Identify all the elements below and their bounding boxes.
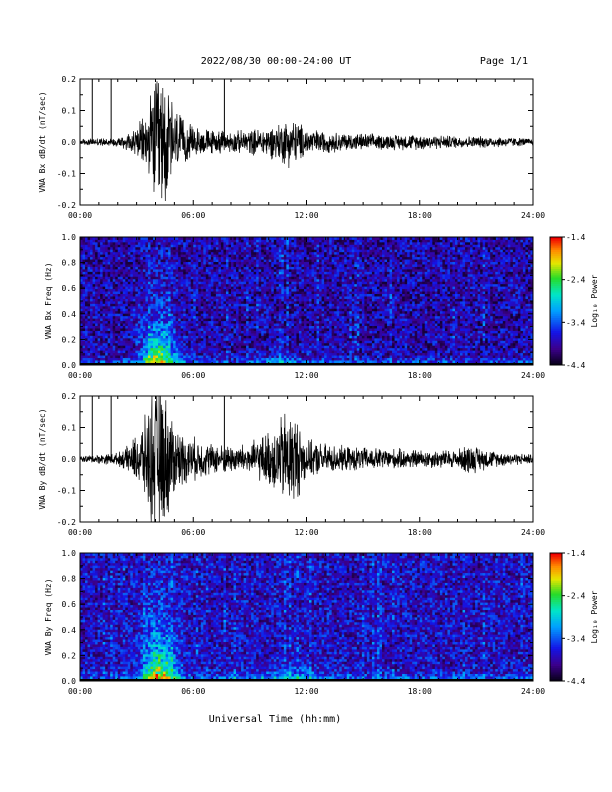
x-tick-label: 00:00 — [68, 528, 92, 537]
by-freq-y-axis-label: VNA By Freq (Hz) — [44, 578, 53, 655]
y-tick-label: 0.2 — [62, 392, 77, 401]
x-tick-label: 24:00 — [521, 211, 545, 220]
colorbar-tick-label: -3.4 — [566, 318, 585, 327]
x-tick-label: 24:00 — [521, 687, 545, 696]
y-tick-label: 0.0 — [62, 455, 77, 464]
by-colorbar-label: Log₁₀ Power — [590, 590, 599, 643]
y-tick-label: -0.2 — [57, 201, 76, 210]
colorbar-tick-label: -2.4 — [566, 276, 585, 285]
y-tick-label: -0.1 — [57, 170, 76, 179]
panel-bx-timeseries: -0.2 -0.1 0.0 0.1 0.2 00:00 06:00 12:00 18:00 24… — [38, 75, 545, 220]
by-y-ticks: -0.2 -0.1 0.0 0.1 0.2 — [57, 392, 533, 527]
panel-by-timeseries: -0.2 -0.1 0.0 0.1 0.2 00:00 06:00 12:00 18:00 24… — [38, 392, 545, 537]
y-tick-label: 0.8 — [62, 575, 77, 584]
y-tick-label: 0.8 — [62, 259, 77, 268]
x-tick-label: 12:00 — [294, 211, 318, 220]
colorbar-tick-label: -4.4 — [566, 361, 585, 370]
y-tick-label: 0.1 — [62, 107, 77, 116]
by-spectrogram-cells — [80, 553, 534, 682]
x-tick-label: 12:00 — [294, 687, 318, 696]
bx-colorbar: -1.4 -2.4 -3.4 -4.4 — [549, 233, 585, 370]
y-tick-label: 0.0 — [62, 138, 77, 147]
y-tick-label: 0.2 — [62, 651, 77, 660]
x-tick-label: 18:00 — [408, 687, 432, 696]
x-tick-label: 06:00 — [181, 371, 205, 380]
colorbar-tick-label: -3.4 — [566, 634, 585, 643]
colorbar-tick-label: -1.4 — [566, 549, 585, 558]
waveform-trace — [80, 81, 533, 201]
by-waveform — [80, 396, 533, 522]
y-tick-label: 0.0 — [62, 677, 77, 686]
y-tick-label: 0.6 — [62, 600, 77, 609]
y-tick-label: 0.4 — [62, 626, 77, 635]
bx-colorbar-label: Log₁₀ Power — [590, 274, 599, 327]
y-tick-label: 0.0 — [62, 361, 77, 370]
y-tick-label: 1.0 — [62, 549, 77, 558]
y-tick-label: 0.2 — [62, 75, 77, 84]
x-tick-label: 00:00 — [68, 211, 92, 220]
by-y-axis-label: VNA By dB/dt (nT/sec) — [38, 408, 47, 509]
by-colorbar: -1.4 -2.4 -3.4 -4.4 — [549, 549, 585, 686]
x-tick-label: 24:00 — [521, 371, 545, 380]
bx-y-axis-label: VNA Bx dB/dt (nT/sec) — [38, 91, 47, 192]
bx-freq-y-axis-label: VNA Bx Freq (Hz) — [44, 262, 53, 339]
panel-bx-spectrogram: 0.0 0.2 0.4 0.6 0.8 1.0 00:00 06:00 12:00 18:00 2… — [44, 233, 599, 380]
colorbar-tick-label: -4.4 — [566, 677, 585, 686]
x-tick-label: 00:00 — [68, 371, 92, 380]
y-tick-label: 0.1 — [62, 424, 77, 433]
y-tick-label: -0.2 — [57, 518, 76, 527]
plot-title: 2022/08/30 00:00-24:00 UT — [201, 56, 352, 67]
x-tick-label: 06:00 — [181, 687, 205, 696]
panel-by-spectrogram: 0.0 0.2 0.4 0.6 0.8 1.0 00:00 06:00 12:00 18:00 2… — [44, 549, 599, 696]
by-freq-x-ticks: 00:00 06:00 12:00 18:00 24:00 — [68, 553, 545, 696]
bx-waveform — [80, 79, 533, 201]
bx-x-ticks: 00:00 06:00 12:00 18:00 24:00 — [68, 79, 545, 220]
colorbar-tick-label: -1.4 — [566, 233, 585, 242]
y-tick-label: 1.0 — [62, 233, 77, 242]
x-tick-label: 18:00 — [408, 371, 432, 380]
y-tick-label: 0.4 — [62, 310, 77, 319]
bx-spectrogram-cells — [80, 237, 534, 366]
x-tick-label: 00:00 — [68, 687, 92, 696]
x-tick-label: 18:00 — [408, 211, 432, 220]
bx-freq-x-ticks: 00:00 06:00 12:00 18:00 24:00 — [68, 237, 545, 380]
x-tick-label: 06:00 — [181, 528, 205, 537]
y-tick-label: 0.6 — [62, 284, 77, 293]
x-tick-label: 06:00 — [181, 211, 205, 220]
y-tick-label: -0.1 — [57, 487, 76, 496]
colorbar-tick-label: -2.4 — [566, 592, 585, 601]
bx-freq-y-ticks: 0.0 0.2 0.4 0.6 0.8 1.0 — [62, 233, 533, 370]
x-tick-label: 24:00 — [521, 528, 545, 537]
by-x-ticks: 00:00 06:00 12:00 18:00 24:00 — [68, 396, 545, 537]
x-tick-label: 12:00 — [294, 528, 318, 537]
bx-y-ticks: -0.2 -0.1 0.0 0.1 0.2 — [57, 75, 533, 210]
y-tick-label: 0.2 — [62, 335, 77, 344]
by-freq-y-ticks: 0.0 0.2 0.4 0.6 0.8 1.0 — [62, 549, 533, 686]
x-tick-label: 18:00 — [408, 528, 432, 537]
x-tick-label: 12:00 — [294, 371, 318, 380]
x-axis-label: Universal Time (hh:mm) — [209, 714, 341, 725]
page-label: Page 1/1 — [480, 56, 528, 67]
waveform-trace — [80, 396, 533, 522]
